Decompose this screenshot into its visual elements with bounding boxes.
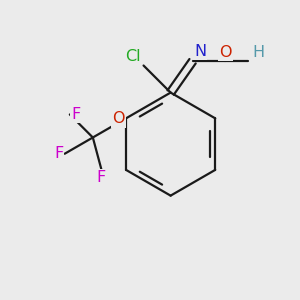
Text: O: O <box>219 45 231 60</box>
Text: F: F <box>71 107 81 122</box>
Text: O: O <box>112 111 125 126</box>
Text: H: H <box>253 45 265 60</box>
Text: Cl: Cl <box>125 49 141 64</box>
Text: F: F <box>54 146 63 161</box>
Text: N: N <box>194 44 206 59</box>
Text: F: F <box>97 170 106 185</box>
